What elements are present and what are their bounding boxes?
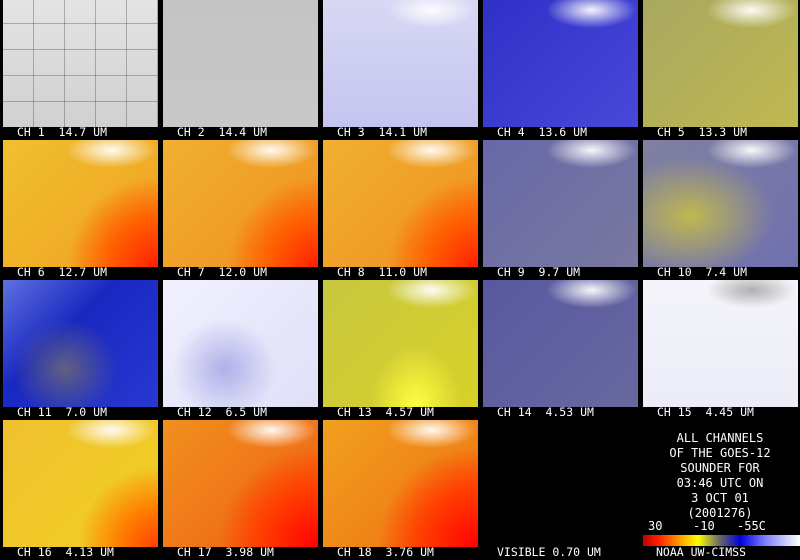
satellite-image [3,420,158,547]
satellite-image [3,280,158,407]
satellite-image [163,420,318,547]
channel-label: CH 5 13.3 UM [657,125,748,139]
satellite-image [163,0,318,127]
channel-label: CH 10 7.4 UM [657,265,748,279]
satellite-image [643,0,798,127]
satellite-image [163,280,318,407]
info-line: OF THE GOES-12 [669,446,771,460]
channel-label: CH 4 13.6 UM [497,125,588,139]
info-line: 03:46 UTC ON [676,476,764,490]
channel-label: CH 18 3.76 UM [337,545,434,559]
channel-label: CH 12 6.5 UM [177,405,268,419]
channel-label: CH 7 12.0 UM [177,265,268,279]
satellite-image [323,0,478,127]
channel-label: CH 17 3.98 UM [177,545,274,559]
satellite-image [483,140,638,267]
channel-label: CH 8 11.0 UM [337,265,428,279]
satellite-image [643,280,798,407]
info-line: SOUNDER FOR [680,461,760,475]
channel-label: CH 14 4.53 UM [497,405,594,419]
satellite-image [323,280,478,407]
satellite-image [643,140,798,267]
colorbar-label: 30 [648,519,663,533]
channel-label: CH 9 9.7 UM [497,265,581,279]
satellite-image [3,140,158,267]
info-line: 3 OCT 01 [691,491,749,505]
satellite-image [163,140,318,267]
info-line: (2001276) [687,506,753,520]
satellite-image [323,420,478,547]
satellite-image [483,280,638,407]
satellite-image [323,140,478,267]
colorbar [643,535,800,546]
channel-label: CH 6 12.7 UM [17,265,108,279]
channel-label: VISIBLE 0.70 UM [497,545,601,559]
colorbar-label: -55C [737,519,766,533]
satellite-image [483,0,638,127]
channel-label: CH 15 4.45 UM [657,405,754,419]
credit: NOAA UW-CIMSS [656,545,747,559]
info-line: ALL CHANNELS [676,431,764,445]
satellite-image [483,420,638,547]
channel-label: CH 16 4.13 UM [17,545,114,559]
satellite-image [3,0,158,127]
channel-label: CH 11 7.0 UM [17,405,108,419]
channel-label: CH 2 14.4 UM [177,125,268,139]
channel-label: CH 1 14.7 UM [17,125,108,139]
channel-label: CH 13 4.57 UM [337,405,434,419]
colorbar-label: -10 [693,519,715,533]
channel-label: CH 3 14.1 UM [337,125,428,139]
